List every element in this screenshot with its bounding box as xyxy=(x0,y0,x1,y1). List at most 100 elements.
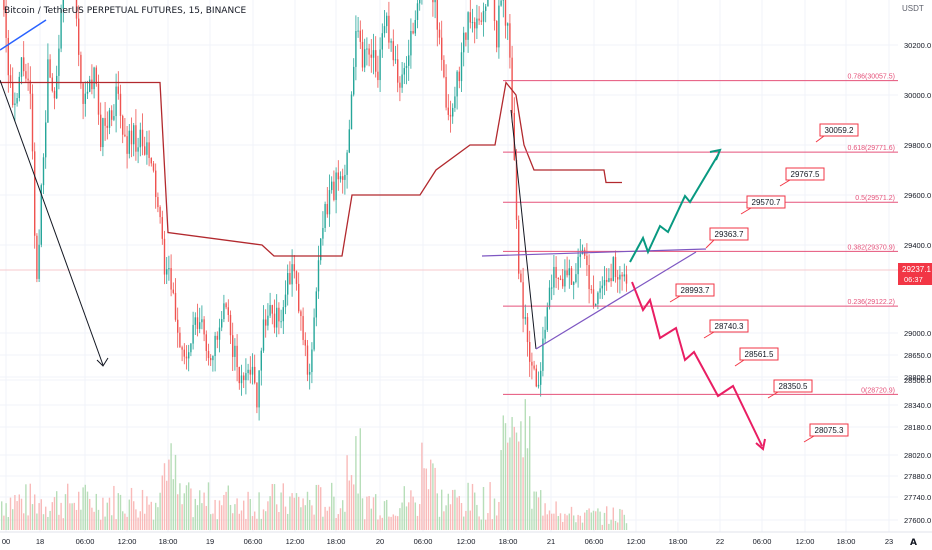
volume-bar xyxy=(64,494,67,530)
time-tick-label: 00 xyxy=(2,537,10,546)
candle-body xyxy=(568,268,570,276)
volume-bar xyxy=(568,513,570,530)
volume-bar xyxy=(359,428,361,530)
volume-bar xyxy=(531,508,533,530)
volume-bar xyxy=(196,505,199,530)
candle-body xyxy=(408,55,410,66)
fib-level-label: 0.786(30057.5) xyxy=(848,74,895,81)
volume-bar xyxy=(313,514,315,530)
candle-body xyxy=(265,319,267,326)
time-tick-label: 12:00 xyxy=(796,537,815,546)
volume-bar xyxy=(29,483,31,530)
volume-bar xyxy=(16,501,18,530)
candle-body xyxy=(577,256,579,275)
candle-body xyxy=(210,358,212,361)
candle-body xyxy=(386,15,388,27)
volume-bar xyxy=(203,492,205,530)
time-tick-label: 21 xyxy=(547,537,555,546)
candle-body xyxy=(45,122,47,158)
candle-body xyxy=(216,335,218,340)
candle-body xyxy=(62,0,64,9)
volume-bar xyxy=(18,494,20,530)
time-tick-label: 12:00 xyxy=(118,537,137,546)
volume-bar xyxy=(179,483,181,530)
candle-body xyxy=(590,289,592,291)
candle-body xyxy=(511,57,513,113)
volume-bar xyxy=(317,484,320,530)
candle-body xyxy=(595,303,597,306)
volume-bar xyxy=(122,511,124,530)
trend-drawings[interactable] xyxy=(0,19,766,451)
candle-body xyxy=(40,185,42,245)
candle-body xyxy=(432,0,434,3)
volume-bar xyxy=(476,504,478,530)
volume-bar xyxy=(423,468,425,530)
volume-bar xyxy=(207,482,210,530)
volume-bar xyxy=(555,501,557,530)
price-scale[interactable]: 30800.030600.030400.030200.030000.029800… xyxy=(898,0,932,550)
volume-bar xyxy=(53,497,56,530)
candle-body xyxy=(122,115,124,135)
volume-bar xyxy=(229,504,232,530)
volume-bar xyxy=(469,510,471,530)
volume-bar xyxy=(562,521,564,530)
volume-bar xyxy=(452,489,454,530)
candle-body xyxy=(91,79,93,90)
candle-body xyxy=(179,332,181,348)
volume-bar xyxy=(529,416,531,530)
volume-bar xyxy=(106,502,108,530)
candle-body xyxy=(471,22,474,24)
candle-body xyxy=(7,37,9,76)
volume-bar xyxy=(225,491,227,530)
volume-bar xyxy=(27,515,29,530)
candle-body xyxy=(443,59,445,77)
candle-body xyxy=(267,315,269,326)
volume-bar xyxy=(599,511,601,530)
volume-bar xyxy=(414,502,416,530)
target-box xyxy=(773,379,813,393)
volume-bar xyxy=(119,494,122,530)
candle-body xyxy=(379,49,381,81)
price-tick-label: 30200.0 xyxy=(904,41,931,50)
volume-bar xyxy=(443,511,445,530)
candle-body xyxy=(372,50,375,58)
candle-body xyxy=(304,339,306,346)
volume-bar xyxy=(284,506,287,530)
volume-bar xyxy=(148,504,150,530)
volume-bar xyxy=(144,513,146,530)
fib-retracement[interactable]: 1.272(30883.9)1(30421.4)0.786(30057.5)0.… xyxy=(503,0,898,395)
candle-body xyxy=(412,31,414,34)
candle-body xyxy=(504,0,507,26)
candle-body xyxy=(540,370,542,385)
candle-body xyxy=(190,343,192,353)
candle-body xyxy=(388,15,390,43)
volume-bar xyxy=(20,498,23,530)
candle-body xyxy=(610,278,612,282)
price-tick-label: 28650.0 xyxy=(904,351,931,360)
volume-bar xyxy=(623,514,625,530)
grid-lines xyxy=(0,0,898,532)
volume-bar xyxy=(93,511,95,530)
volume-bar xyxy=(471,483,474,530)
candle-body xyxy=(317,260,320,292)
volume-bar xyxy=(166,480,168,530)
candle-body xyxy=(287,273,289,295)
candle-body xyxy=(221,319,223,328)
volume-bar xyxy=(71,503,73,530)
time-scale[interactable]: 00 18 06:00 12:00 18:00 19 06:00 12:00 18:00 20 06… xyxy=(0,531,932,550)
target-leader xyxy=(703,331,715,339)
candle-body xyxy=(542,338,544,371)
volume-bar xyxy=(614,520,617,530)
candle-body xyxy=(128,130,130,154)
volume-bar xyxy=(298,496,300,530)
candle-body xyxy=(518,219,520,274)
candle-body xyxy=(364,49,366,68)
candle-body xyxy=(278,307,280,322)
volume-bar xyxy=(287,513,289,530)
volume-bar xyxy=(372,497,375,530)
volume-bar xyxy=(454,489,456,530)
candle-body xyxy=(326,204,328,215)
volume-bar xyxy=(276,504,278,530)
candle-body xyxy=(339,176,342,180)
